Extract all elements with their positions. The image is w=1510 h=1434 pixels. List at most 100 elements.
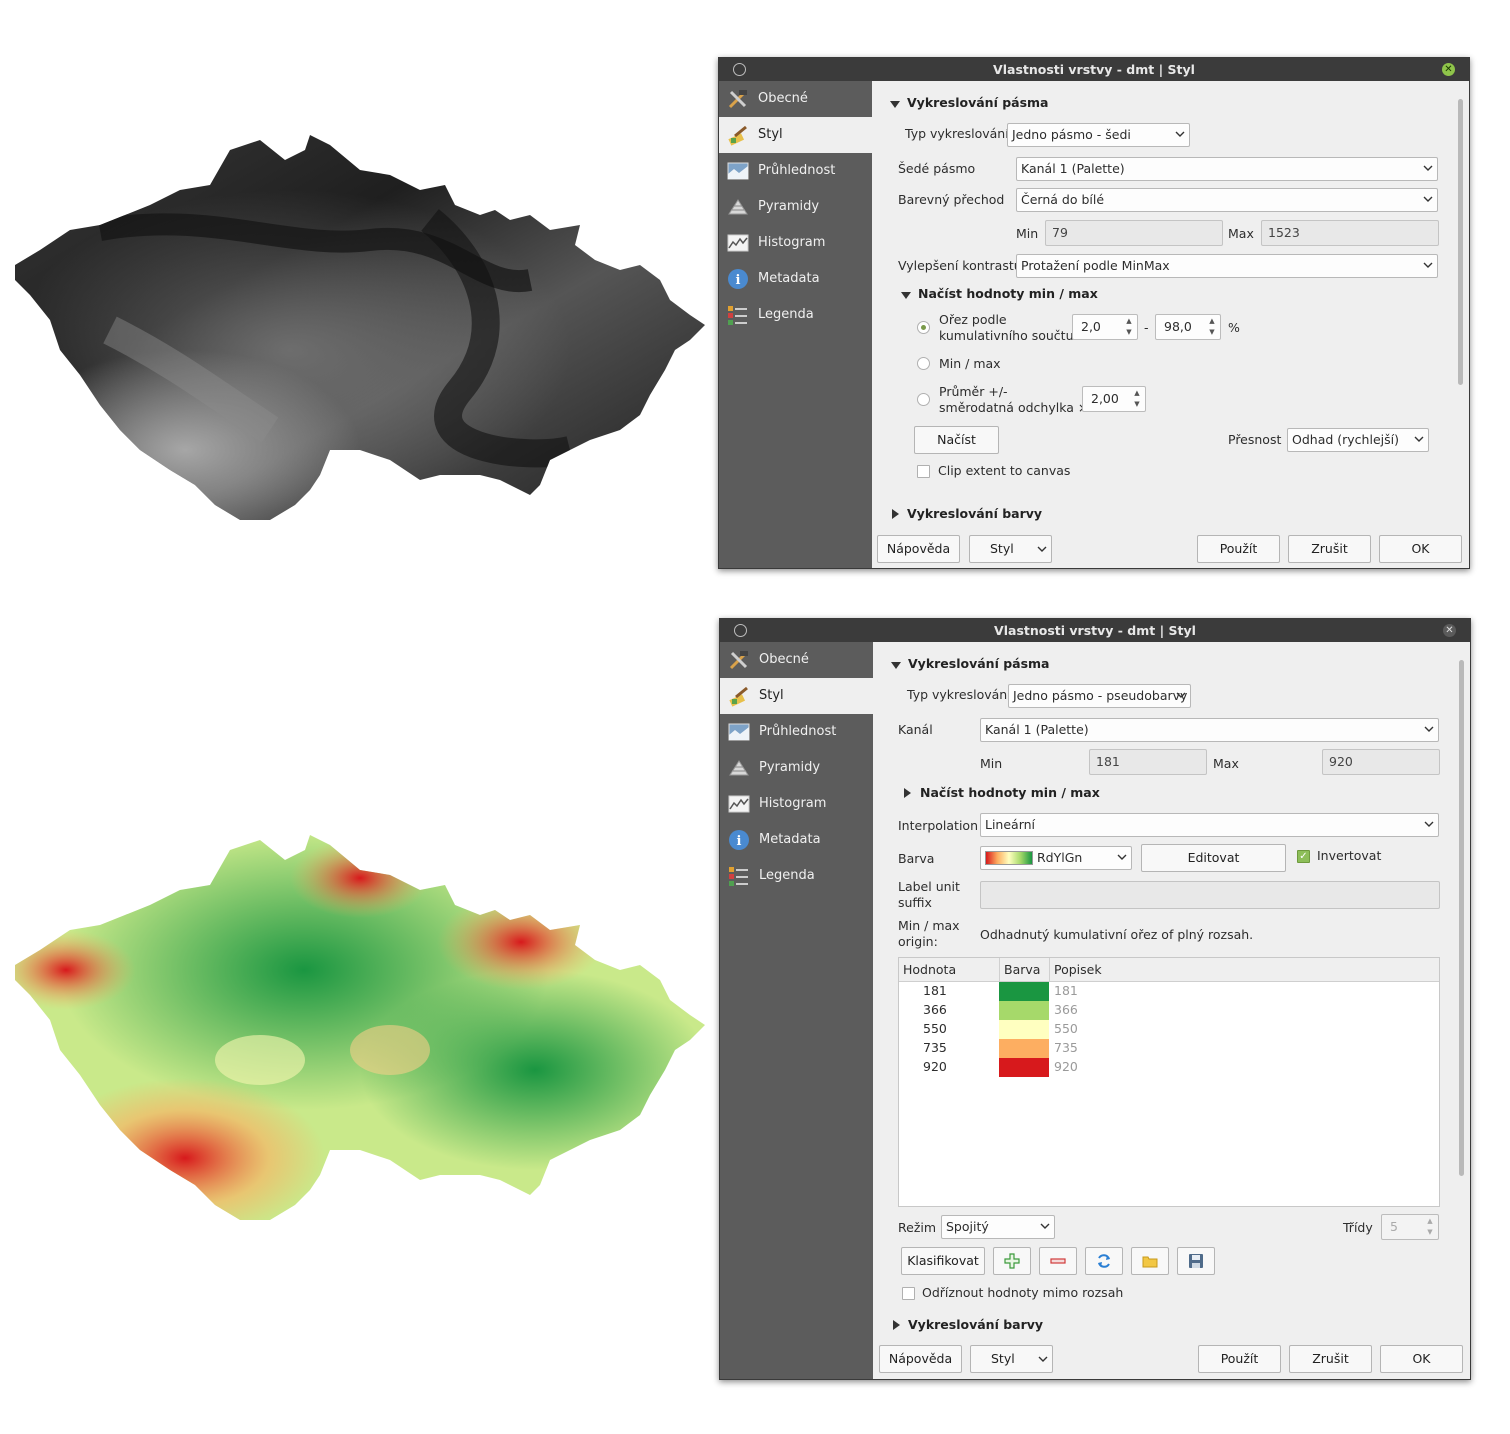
radio-minmax[interactable] (917, 357, 930, 370)
table-row[interactable]: 920 920 (899, 1058, 1439, 1077)
table-row[interactable]: 550 550 (899, 1020, 1439, 1039)
table-row[interactable]: 181 181 (899, 982, 1439, 1001)
sidebar-item-histogram[interactable]: Histogram (720, 786, 873, 822)
spin-up-icon[interactable]: ▲ (1427, 1217, 1433, 1225)
help-button[interactable]: Nápověda (879, 1345, 962, 1373)
ok-button[interactable]: OK (1379, 535, 1462, 563)
section-color-rendering[interactable]: Vykreslování barvy (907, 506, 1043, 521)
row-color-swatch[interactable] (999, 1001, 1049, 1020)
min-field[interactable]: 181 (1089, 749, 1207, 775)
sidebar-item-metadata[interactable]: i Metadata (719, 261, 872, 297)
style-menu-button[interactable]: Styl (970, 1345, 1053, 1373)
max-field[interactable]: 920 (1322, 749, 1440, 775)
table-row[interactable]: 735 735 (899, 1039, 1439, 1058)
remove-class-button[interactable] (1039, 1247, 1077, 1275)
row-color-swatch[interactable] (999, 982, 1049, 1001)
help-button[interactable]: Nápověda (877, 535, 960, 563)
apply-button[interactable]: Použít (1198, 1345, 1281, 1373)
sidebar-item-transparency[interactable]: Průhlednost (719, 153, 872, 189)
classes-spinbox[interactable]: 5 ▲ ▼ (1381, 1214, 1439, 1240)
scrollbar[interactable] (1459, 660, 1464, 1176)
spin-down-icon[interactable]: ▼ (1126, 328, 1132, 336)
sidebar-item-legend[interactable]: Legenda (720, 858, 873, 894)
radio-stddev[interactable] (917, 393, 930, 406)
save-colormap-button[interactable] (1177, 1247, 1215, 1275)
cancel-button[interactable]: Zrušit (1288, 535, 1371, 563)
sidebar-item-pyramids[interactable]: Pyramidy (719, 189, 872, 225)
section-band-rendering[interactable]: Vykreslování pásma (907, 95, 1049, 110)
apply-button[interactable]: Použít (1197, 535, 1280, 563)
cumulative-low-spinbox[interactable]: 2,0 ▲ ▼ (1072, 314, 1138, 340)
dialog-titlebar[interactable]: Vlastnosti vrstvy - dmt | Styl ✕ (720, 619, 1470, 642)
cumulative-high-spinbox[interactable]: 98,0 ▲ ▼ (1155, 314, 1221, 340)
section-load-minmax[interactable]: Načíst hodnoty min / max (920, 785, 1100, 800)
row-color-swatch[interactable] (999, 1039, 1049, 1058)
spin-up-icon[interactable]: ▲ (1126, 317, 1132, 325)
sidebar-item-legend[interactable]: Legenda (719, 297, 872, 333)
sidebar-item-pyramids[interactable]: Pyramidy (720, 750, 873, 786)
clip-extent-checkbox[interactable] (917, 465, 930, 478)
gray-band-select[interactable]: Kanál 1 (Palette) (1016, 157, 1438, 181)
style-menu-button[interactable]: Styl (969, 535, 1052, 563)
close-icon[interactable]: ✕ (1442, 63, 1455, 76)
sidebar-item-general[interactable]: Obecné (719, 81, 872, 117)
color-ramp-select[interactable]: RdYlGn (980, 846, 1132, 870)
reverse-order-button[interactable] (1085, 1247, 1123, 1275)
sidebar-item-style[interactable]: Styl (720, 678, 873, 714)
expand-arrow-icon[interactable] (893, 1320, 900, 1330)
contrast-select[interactable]: Protažení podle MinMax (1016, 254, 1438, 278)
window-menu-icon[interactable] (733, 63, 746, 76)
cancel-button[interactable]: Zrušit (1289, 1345, 1372, 1373)
close-icon[interactable]: ✕ (1443, 624, 1456, 637)
spin-down-icon[interactable]: ▼ (1209, 328, 1215, 336)
add-class-button[interactable] (993, 1247, 1031, 1275)
load-button[interactable]: Načíst (914, 426, 999, 454)
section-band-rendering[interactable]: Vykreslování pásma (908, 656, 1050, 671)
row-color-swatch[interactable] (999, 1058, 1049, 1077)
stddev-spinbox[interactable]: 2,00 ▲ ▼ (1082, 386, 1146, 412)
collapse-arrow-icon[interactable] (891, 662, 901, 669)
ok-button[interactable]: OK (1380, 1345, 1463, 1373)
table-row[interactable]: 366 366 (899, 1001, 1439, 1020)
render-type-value: Jedno pásmo - pseudobarvy (1013, 688, 1188, 703)
collapse-arrow-icon[interactable] (901, 292, 911, 299)
dialog-titlebar[interactable]: Vlastnosti vrstvy - dmt | Styl ✕ (719, 58, 1469, 81)
expand-arrow-icon[interactable] (892, 509, 899, 519)
color-ramp-select[interactable]: Černá do bílé (1016, 188, 1438, 212)
row-color-swatch[interactable] (999, 1020, 1049, 1039)
column-header-label[interactable]: Popisek (1049, 958, 1439, 982)
max-field[interactable]: 1523 (1261, 220, 1439, 246)
interpolation-select[interactable]: Lineární (980, 813, 1439, 837)
band-select[interactable]: Kanál 1 (Palette) (980, 718, 1439, 742)
sidebar-item-metadata[interactable]: i Metadata (720, 822, 873, 858)
spin-up-icon[interactable]: ▲ (1209, 317, 1215, 325)
edit-button[interactable]: Editovat (1141, 844, 1286, 872)
sidebar-item-transparency[interactable]: Průhlednost (720, 714, 873, 750)
color-classes-table[interactable]: Hodnota Barva Popisek 181 181 366 366 55… (898, 957, 1440, 1207)
spin-down-icon[interactable]: ▼ (1134, 400, 1140, 408)
scrollbar[interactable] (1458, 99, 1463, 385)
clip-out-of-range-checkbox[interactable] (902, 1287, 915, 1300)
column-header-color[interactable]: Barva (999, 958, 1049, 982)
classify-button[interactable]: Klasifikovat (901, 1247, 985, 1275)
render-type-select[interactable]: Jedno pásmo - pseudobarvy (1008, 684, 1191, 708)
section-load-minmax[interactable]: Načíst hodnoty min / max (918, 286, 1098, 301)
sidebar-item-histogram[interactable]: Histogram (719, 225, 872, 261)
spin-up-icon[interactable]: ▲ (1134, 389, 1140, 397)
min-field[interactable]: 79 (1045, 220, 1223, 246)
window-menu-icon[interactable] (734, 624, 747, 637)
spin-down-icon[interactable]: ▼ (1427, 1228, 1433, 1236)
accuracy-select[interactable]: Odhad (rychlejší) (1287, 428, 1429, 452)
column-header-value[interactable]: Hodnota (903, 962, 957, 977)
radio-cumulative[interactable] (917, 321, 930, 334)
mode-select[interactable]: Spojitý (941, 1215, 1055, 1239)
sidebar-item-style[interactable]: Styl (719, 117, 872, 153)
render-type-select[interactable]: Jedno pásmo - šedi (1007, 123, 1190, 147)
sidebar-item-general[interactable]: Obecné (720, 642, 873, 678)
section-color-rendering[interactable]: Vykreslování barvy (908, 1317, 1044, 1332)
invert-checkbox[interactable]: ✓ (1297, 850, 1310, 863)
load-colormap-button[interactable] (1131, 1247, 1169, 1275)
unit-suffix-input[interactable] (980, 881, 1440, 909)
expand-arrow-icon[interactable] (904, 788, 911, 798)
collapse-arrow-icon[interactable] (890, 101, 900, 108)
